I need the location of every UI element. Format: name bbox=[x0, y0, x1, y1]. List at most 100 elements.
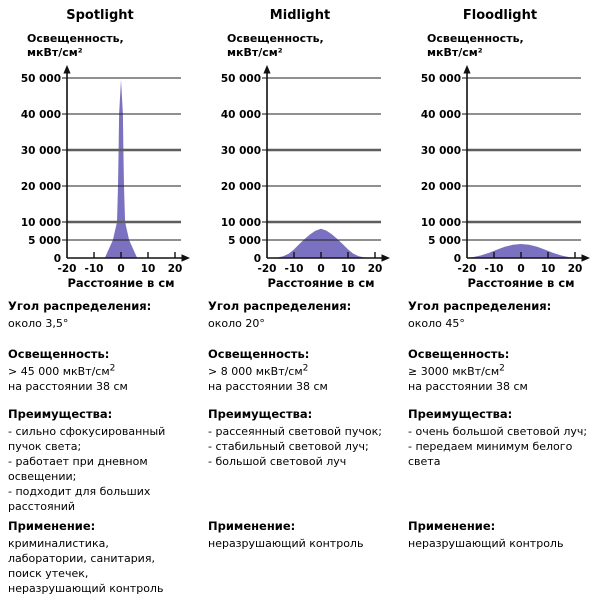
section-illuminance: Освещенность: ≥ 3000 мкВт/см2 на расстоя… bbox=[400, 339, 600, 399]
advantage-item: - работает при дневном освещении; bbox=[8, 455, 148, 483]
angle-value: около 3,5° bbox=[8, 317, 69, 330]
x-tick-label: 0 bbox=[117, 263, 124, 275]
illuminance-distance: на расстоянии 38 см bbox=[8, 380, 128, 393]
section-application: Применение: неразрушающий контроль bbox=[400, 511, 600, 596]
y-tick-label: 50 000 bbox=[221, 73, 261, 85]
chart-svg: 0 5 000 10 000 20 000 30 000 40 000 50 000 -20-… bbox=[221, 65, 390, 275]
column-title-floodlight: Floodlight bbox=[462, 8, 538, 23]
x-tick-label: -20 bbox=[58, 263, 77, 275]
x-axis-label: Расстояние в см bbox=[267, 276, 375, 290]
y-tick-label: 10 000 bbox=[421, 217, 461, 229]
x-tick-label: 20 bbox=[368, 263, 383, 275]
illuminance-heading: Освещенность: bbox=[408, 347, 510, 361]
angle-heading: Угол распределения: bbox=[208, 299, 352, 313]
illuminance-value: ≥ 3000 мкВт/см2 bbox=[408, 363, 505, 378]
advantages-list: - очень большой световой луч; - передаем … bbox=[408, 424, 588, 469]
angle-heading: Угол распределения: bbox=[8, 299, 152, 313]
y-tick-label: 0 bbox=[454, 253, 461, 265]
y-tick-label: 10 000 bbox=[21, 217, 61, 229]
section-advantages: Преимущества: - рассеянный световой пучо… bbox=[200, 399, 400, 511]
application-heading: Применение: bbox=[208, 519, 296, 533]
advantages-list: - сильно сфокусированный пучок света; - р… bbox=[8, 424, 188, 514]
y-tick-label: 0 bbox=[54, 253, 61, 265]
x-tick-label: 0 bbox=[317, 263, 324, 275]
y-axis-label: Освещенность, мкВт/см² bbox=[427, 32, 524, 59]
illuminance-distance: на расстоянии 38 см bbox=[208, 380, 328, 393]
x-tick-label: -10 bbox=[85, 263, 104, 275]
y-tick-label: 50 000 bbox=[21, 73, 61, 85]
y-tick-label: 5 000 bbox=[428, 235, 461, 247]
x-tick-label: -20 bbox=[458, 263, 477, 275]
advantage-item: - очень большой световой луч; bbox=[408, 425, 588, 438]
x-axis-label: Расстояние в см bbox=[67, 276, 175, 290]
advantage-item: - рассеянный световой пучок; bbox=[208, 425, 382, 438]
section-application: Применение: криминалистика, лаборатории,… bbox=[0, 511, 200, 596]
y-tick-label: 30 000 bbox=[421, 145, 461, 157]
application-value: криминалистика, лаборатории, санитария, … bbox=[8, 537, 164, 595]
x-tick-label: 20 bbox=[568, 263, 583, 275]
x-axis-label: Расстояние в см bbox=[467, 276, 575, 290]
section-advantages: Преимущества: - очень большой световой л… bbox=[400, 399, 600, 511]
illuminance-value: > 8 000 мкВт/см2 bbox=[208, 363, 309, 378]
x-tick-label: -10 bbox=[485, 263, 504, 275]
advantage-item: - большой световой луч bbox=[208, 455, 347, 468]
y-tick-label: 50 000 bbox=[421, 73, 461, 85]
y-tick-label: 5 000 bbox=[228, 235, 261, 247]
y-tick-label: 20 000 bbox=[421, 181, 461, 193]
column-title-midlight: Midlight bbox=[269, 8, 331, 23]
advantages-heading: Преимущества: bbox=[408, 407, 513, 421]
y-axis-label: Освещенность, мкВт/см² bbox=[27, 32, 124, 59]
x-axis-arrow-icon bbox=[581, 254, 590, 262]
x-tick-label: -20 bbox=[258, 263, 277, 275]
section-angle: Угол распределения: около 20° bbox=[200, 294, 400, 339]
advantages-heading: Преимущества: bbox=[208, 407, 313, 421]
chart-canvas: 0 5 000 10 000 20 000 30 000 40 000 50 000 -20-… bbox=[0, 62, 200, 278]
x-tick-label: -10 bbox=[285, 263, 304, 275]
illuminance-value: > 45 000 мкВт/см2 bbox=[8, 363, 116, 378]
illuminance-superscript: 2 bbox=[302, 363, 309, 374]
area-fill bbox=[267, 228, 375, 258]
y-tick-label: 40 000 bbox=[221, 109, 261, 121]
y-axis-arrow-icon bbox=[463, 65, 471, 74]
angle-value: около 45° bbox=[408, 317, 465, 330]
illuminance-heading: Освещенность: bbox=[8, 347, 110, 361]
y-tick-label: 40 000 bbox=[421, 109, 461, 121]
section-illuminance: Освещенность: > 8 000 мкВт/см2 на рассто… bbox=[200, 339, 400, 399]
advantage-item: - подходит для больших расстояний bbox=[8, 485, 151, 513]
y-tick-label: 30 000 bbox=[21, 145, 61, 157]
y-tick-label: 20 000 bbox=[21, 181, 61, 193]
y-axis-label: Освещенность, мкВт/см² bbox=[227, 32, 324, 59]
column-title-spotlight: Spotlight bbox=[66, 8, 134, 23]
y-tick-label: 10 000 bbox=[221, 217, 261, 229]
x-tick-label: 10 bbox=[341, 263, 356, 275]
y-tick-label: 40 000 bbox=[21, 109, 61, 121]
chart-midlight: Освещенность, мкВт/см² 0 5 000 10 000 20 00… bbox=[200, 28, 400, 294]
chart-svg: 0 5 000 10 000 20 000 30 000 40 000 50 000 -20-… bbox=[421, 65, 590, 275]
x-axis-arrow-icon bbox=[181, 254, 190, 262]
advantage-item: - передаем минимум белого света bbox=[408, 440, 573, 468]
angle-value: около 20° bbox=[208, 317, 265, 330]
section-angle: Угол распределения: около 3,5° bbox=[0, 294, 200, 339]
advantage-item: - сильно сфокусированный пучок света; bbox=[8, 425, 166, 453]
y-axis-arrow-icon bbox=[263, 65, 271, 74]
y-tick-label: 30 000 bbox=[221, 145, 261, 157]
chart-svg: 0 5 000 10 000 20 000 30 000 40 000 50 000 -20-… bbox=[21, 65, 190, 275]
angle-heading: Угол распределения: bbox=[408, 299, 552, 313]
section-angle: Угол распределения: около 45° bbox=[400, 294, 600, 339]
illuminance-heading: Освещенность: bbox=[208, 347, 310, 361]
section-application: Применение: неразрушающий контроль bbox=[200, 511, 400, 596]
x-tick-label: 10 bbox=[141, 263, 156, 275]
advantages-heading: Преимущества: bbox=[8, 407, 113, 421]
chart-spotlight: Освещенность, мкВт/см² 0 5 000 10 000 20 00… bbox=[0, 28, 200, 294]
application-heading: Применение: bbox=[408, 519, 496, 533]
chart-canvas: 0 5 000 10 000 20 000 30 000 40 000 50 000 -20-… bbox=[200, 62, 400, 278]
y-axis-arrow-icon bbox=[63, 65, 71, 74]
x-axis-arrow-icon bbox=[381, 254, 390, 262]
area-fill bbox=[67, 79, 175, 258]
y-tick-label: 20 000 bbox=[221, 181, 261, 193]
advantage-item: - стабильный световой луч; bbox=[208, 440, 369, 453]
advantages-list: - рассеянный световой пучок; - стабильный… bbox=[208, 424, 388, 469]
illuminance-superscript: 2 bbox=[499, 363, 505, 374]
y-tick-label: 0 bbox=[254, 253, 261, 265]
